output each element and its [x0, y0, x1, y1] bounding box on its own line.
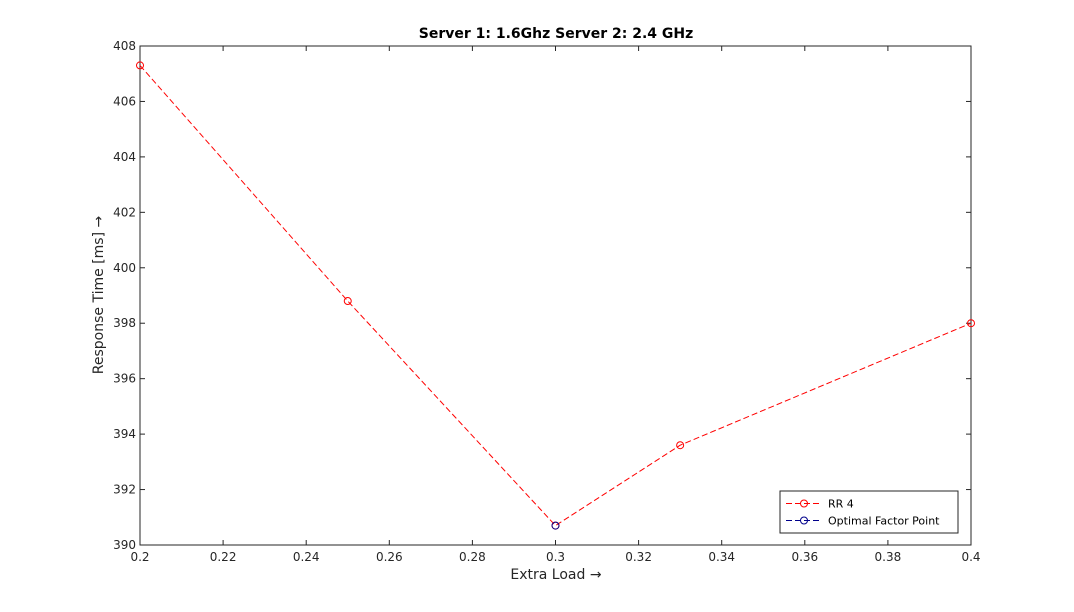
x-tick-label: 0.32: [625, 550, 652, 564]
y-tick-label: 392: [113, 483, 136, 497]
legend: RR 4 Optimal Factor Point: [779, 490, 959, 534]
data-point: [967, 319, 975, 328]
y-tick-label: 400: [113, 261, 136, 275]
y-axis-label: Response Time [ms] →: [91, 216, 107, 375]
x-tick-label: 0.4: [961, 550, 980, 564]
x-tick-label: 0.24: [293, 550, 320, 564]
legend-label: Optimal Factor Point: [828, 515, 940, 528]
series-1: [551, 521, 560, 530]
data-point: [551, 521, 560, 530]
legend-marker: [800, 516, 808, 525]
y-tick-label: 390: [113, 538, 136, 552]
series-0: [136, 61, 975, 530]
legend-marker: [800, 499, 808, 508]
y-tick-label: 394: [113, 427, 136, 441]
legend-label: RR 4: [828, 498, 854, 511]
series-layer: [136, 61, 975, 530]
x-tick-label: 0.36: [791, 550, 818, 564]
y-tick-label: 398: [113, 316, 136, 330]
y-tick-label: 402: [113, 205, 136, 219]
y-tick-label: 406: [113, 94, 136, 108]
x-axis-label: Extra Load →: [510, 567, 601, 583]
x-tick-label: 0.3: [546, 550, 565, 564]
x-tick-label: 0.34: [708, 550, 735, 564]
data-point: [343, 297, 352, 306]
y-tick-label: 396: [113, 372, 136, 386]
series-line: [139, 65, 972, 527]
x-tick-label: 0.2: [130, 550, 149, 564]
x-tick-label: 0.38: [875, 550, 902, 564]
x-axis: 0.2 0.22 0.24 0.26 0.28 0.3 0.32 0.34 0.36 0.38 0.…: [130, 46, 981, 564]
legend-box: [779, 490, 959, 534]
data-point: [136, 61, 144, 70]
x-tick-label: 0.22: [210, 550, 237, 564]
x-tick-label: 0.28: [459, 550, 486, 564]
legend-item: RR 4: [786, 498, 854, 511]
y-axis: 390 392 394 396 398 400 402 404 406 408: [113, 39, 971, 552]
x-tick-label: 0.26: [376, 550, 403, 564]
y-tick-label: 404: [113, 150, 136, 164]
legend-item: Optimal Factor Point: [786, 515, 940, 528]
chart-title: Server 1: 1.6Ghz Server 2: 2.4 GHz: [419, 26, 694, 42]
data-point: [676, 441, 685, 450]
y-tick-label: 408: [113, 39, 136, 53]
plot-area: [139, 45, 972, 546]
